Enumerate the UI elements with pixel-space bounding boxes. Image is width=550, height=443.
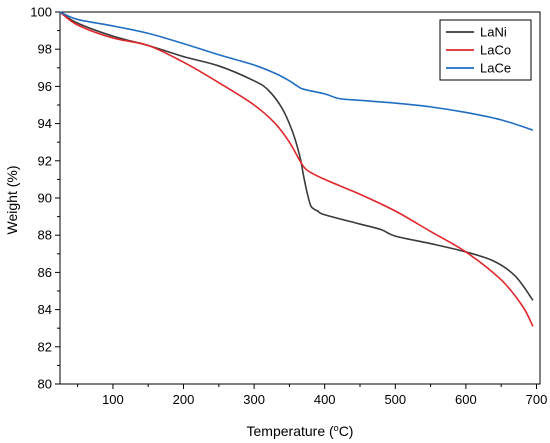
y-tick-label: 84 <box>38 302 52 317</box>
x-tick-label: 400 <box>314 392 336 407</box>
y-tick-label: 80 <box>38 377 52 392</box>
x-tick-label: 600 <box>455 392 477 407</box>
y-tick-label: 82 <box>38 339 52 354</box>
x-tick-label: 700 <box>526 392 548 407</box>
y-tick-label: 98 <box>38 42 52 57</box>
y-axis-title: Weight (%) <box>4 166 20 235</box>
series-line-laco <box>59 11 534 327</box>
y-tick-label: 90 <box>38 191 52 206</box>
y-tick-label: 86 <box>38 265 52 280</box>
y-tick-label: 88 <box>38 228 52 243</box>
x-tick-label: 200 <box>173 392 195 407</box>
y-tick-label: 94 <box>38 116 52 131</box>
legend: LaNi LaCo LaCe <box>439 19 532 81</box>
legend-label-laco: LaCo <box>480 43 511 58</box>
series-line-lace <box>59 11 534 131</box>
y-tick-label: 100 <box>30 5 52 20</box>
x-axis-title: Temperature (oC) <box>247 423 354 439</box>
legend-label-lace: LaCe <box>480 61 511 76</box>
x-tick-label: 300 <box>243 392 265 407</box>
y-tick-label: 96 <box>38 79 52 94</box>
series-line-lani <box>59 11 534 301</box>
x-tick-label: 500 <box>384 392 406 407</box>
legend-label-lani: LaNi <box>480 25 507 40</box>
ticks-group: 100 200 300 400 500 600 700 80 82 84 86 88 90 92 94 96 9… <box>30 5 547 408</box>
series-group <box>59 11 534 327</box>
y-tick-label: 92 <box>38 153 52 168</box>
x-tick-label: 100 <box>102 392 124 407</box>
